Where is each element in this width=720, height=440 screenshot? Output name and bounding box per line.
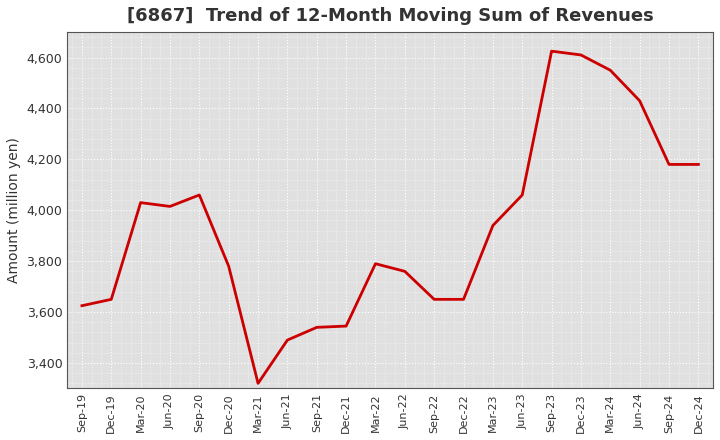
Y-axis label: Amount (million yen): Amount (million yen) [7, 137, 21, 283]
Title: [6867]  Trend of 12-Month Moving Sum of Revenues: [6867] Trend of 12-Month Moving Sum of R… [127, 7, 654, 25]
